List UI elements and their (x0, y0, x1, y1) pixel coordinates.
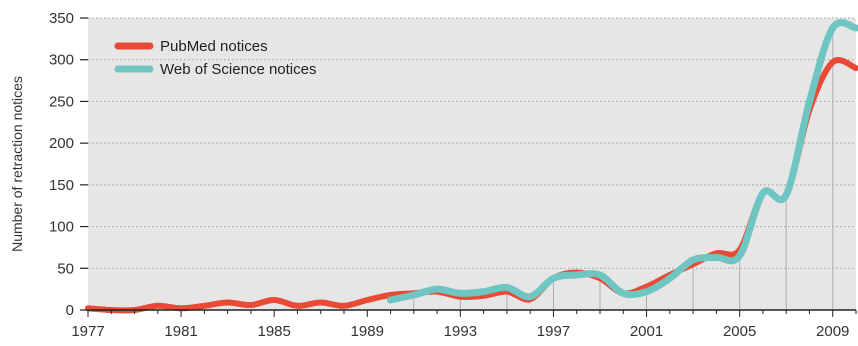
y-tick-label: 150 (49, 177, 74, 194)
y-tick-label: 50 (57, 260, 74, 277)
y-axis-ticks: 0 50 100 150 200 250 300 350 (49, 10, 88, 319)
legend-label: PubMed notices (160, 38, 268, 55)
y-tick-label: 250 (49, 93, 74, 110)
x-tick-label: 1981 (164, 323, 197, 340)
x-tick-label: 1977 (71, 323, 104, 340)
y-tick-label: 0 (66, 302, 74, 319)
drop-lines (413, 28, 834, 310)
x-tick-label: 2009 (816, 323, 849, 340)
x-tick-label: 2001 (630, 323, 663, 340)
x-tick-label: 1985 (257, 323, 290, 340)
grid-lines (88, 17, 856, 269)
x-tick-label: 1989 (351, 323, 384, 340)
y-axis-title: Number of retraction notices (9, 76, 25, 252)
x-axis-ticks: 1977 1981 1985 1989 1993 1997 2001 2005 2009 (71, 310, 857, 340)
y-tick-label: 100 (49, 219, 74, 236)
x-tick-label: 2005 (723, 323, 756, 340)
x-tick-label: 1993 (444, 323, 477, 340)
y-tick-label: 200 (49, 135, 74, 152)
series-pubmed-line (85, 57, 858, 314)
series-lines (85, 19, 858, 314)
y-tick-label: 300 (49, 52, 74, 69)
y-tick-label: 350 (49, 10, 74, 27)
legend: PubMed notices Web of Science notices (114, 38, 316, 78)
series-web-of-science-line (387, 19, 858, 304)
x-tick-label: 1997 (537, 323, 570, 340)
legend-label: Web of Science notices (160, 61, 316, 78)
